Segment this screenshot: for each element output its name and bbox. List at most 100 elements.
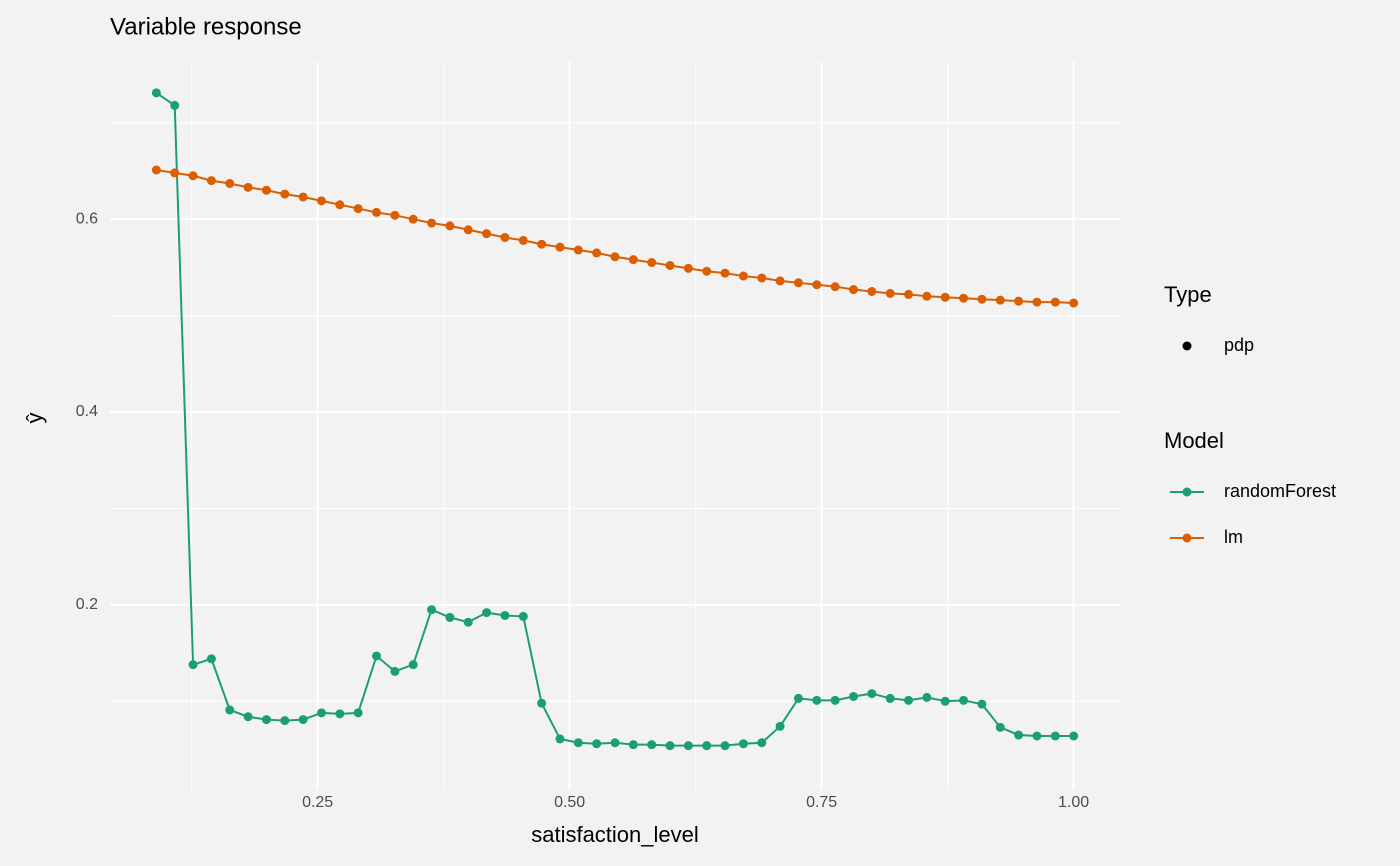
data-point [995, 295, 1005, 305]
legend-key [1182, 487, 1192, 497]
data-point [867, 689, 877, 699]
data-point [463, 617, 473, 627]
data-point [206, 176, 216, 186]
data-point [592, 248, 602, 258]
data-point [628, 740, 638, 750]
data-point [665, 741, 675, 751]
data-point [353, 708, 363, 718]
data-point [335, 709, 345, 719]
y-tick-label: 0.4 [76, 403, 98, 420]
data-point [170, 100, 180, 110]
data-point [757, 273, 767, 283]
data-point [188, 660, 198, 670]
x-tick-label: 0.75 [806, 794, 837, 811]
y-axis-title: ŷ [22, 413, 47, 424]
data-point [977, 294, 987, 304]
data-point [793, 278, 803, 288]
data-point [445, 612, 455, 622]
legend-title: Model [1164, 428, 1224, 453]
data-point [372, 207, 382, 217]
data-point [408, 660, 418, 670]
data-point [188, 171, 198, 181]
data-point [738, 271, 748, 281]
data-point [683, 741, 693, 751]
data-point [775, 721, 785, 731]
chart-title: Variable response [110, 13, 302, 40]
data-point [170, 168, 180, 178]
data-point [243, 182, 253, 192]
x-tick-label: 1.00 [1058, 794, 1089, 811]
data-point [647, 258, 657, 268]
data-point [280, 716, 290, 726]
data-point [995, 722, 1005, 732]
data-point [775, 276, 785, 286]
data-point [610, 252, 620, 262]
data-point [463, 225, 473, 235]
data-point [959, 695, 969, 705]
data-point [830, 695, 840, 705]
data-point [151, 165, 161, 175]
plot-panel [110, 62, 1120, 790]
legend-label: lm [1224, 527, 1243, 547]
legend-key [1182, 341, 1192, 351]
data-point [573, 245, 583, 255]
data-point [555, 734, 565, 744]
data-point [390, 666, 400, 676]
data-point [702, 741, 712, 751]
data-point [812, 695, 822, 705]
data-point [225, 705, 235, 715]
data-point [720, 741, 730, 751]
data-point [812, 280, 822, 290]
data-point [702, 266, 712, 276]
data-point [885, 288, 895, 298]
data-point [977, 699, 987, 709]
data-point [848, 285, 858, 295]
data-point [537, 239, 547, 249]
data-point [206, 654, 216, 664]
x-axis-title: satisfaction_level [531, 822, 699, 847]
data-point [1014, 296, 1024, 306]
data-point [408, 214, 418, 224]
data-point [757, 738, 767, 748]
data-point [904, 289, 914, 299]
legend-key [1182, 533, 1192, 543]
data-point [720, 268, 730, 278]
data-point [390, 210, 400, 220]
data-point [261, 715, 271, 725]
data-point [573, 738, 583, 748]
data-point [500, 610, 510, 620]
data-point [537, 698, 547, 708]
data-point [445, 221, 455, 231]
data-point [243, 712, 253, 722]
legend-title: Type [1164, 282, 1212, 307]
data-point [610, 738, 620, 748]
legend-label: randomForest [1224, 481, 1336, 501]
data-point [665, 260, 675, 270]
data-point [335, 200, 345, 210]
data-point [959, 293, 969, 303]
data-point [353, 204, 363, 214]
y-tick-label: 0.6 [76, 210, 98, 227]
data-point [261, 185, 271, 195]
data-point [298, 715, 308, 725]
data-point [1069, 731, 1079, 741]
data-point [738, 739, 748, 749]
data-point [940, 292, 950, 302]
data-point [518, 611, 528, 621]
data-point [922, 291, 932, 301]
data-point [1069, 298, 1079, 308]
data-point [316, 708, 326, 718]
data-point [298, 192, 308, 202]
data-point [830, 282, 840, 292]
data-point [1050, 731, 1060, 741]
data-point [316, 196, 326, 206]
data-point [427, 218, 437, 228]
data-point [793, 693, 803, 703]
data-point [683, 263, 693, 273]
data-point [647, 740, 657, 750]
data-point [372, 651, 382, 661]
data-point [867, 286, 877, 296]
data-point [427, 605, 437, 615]
